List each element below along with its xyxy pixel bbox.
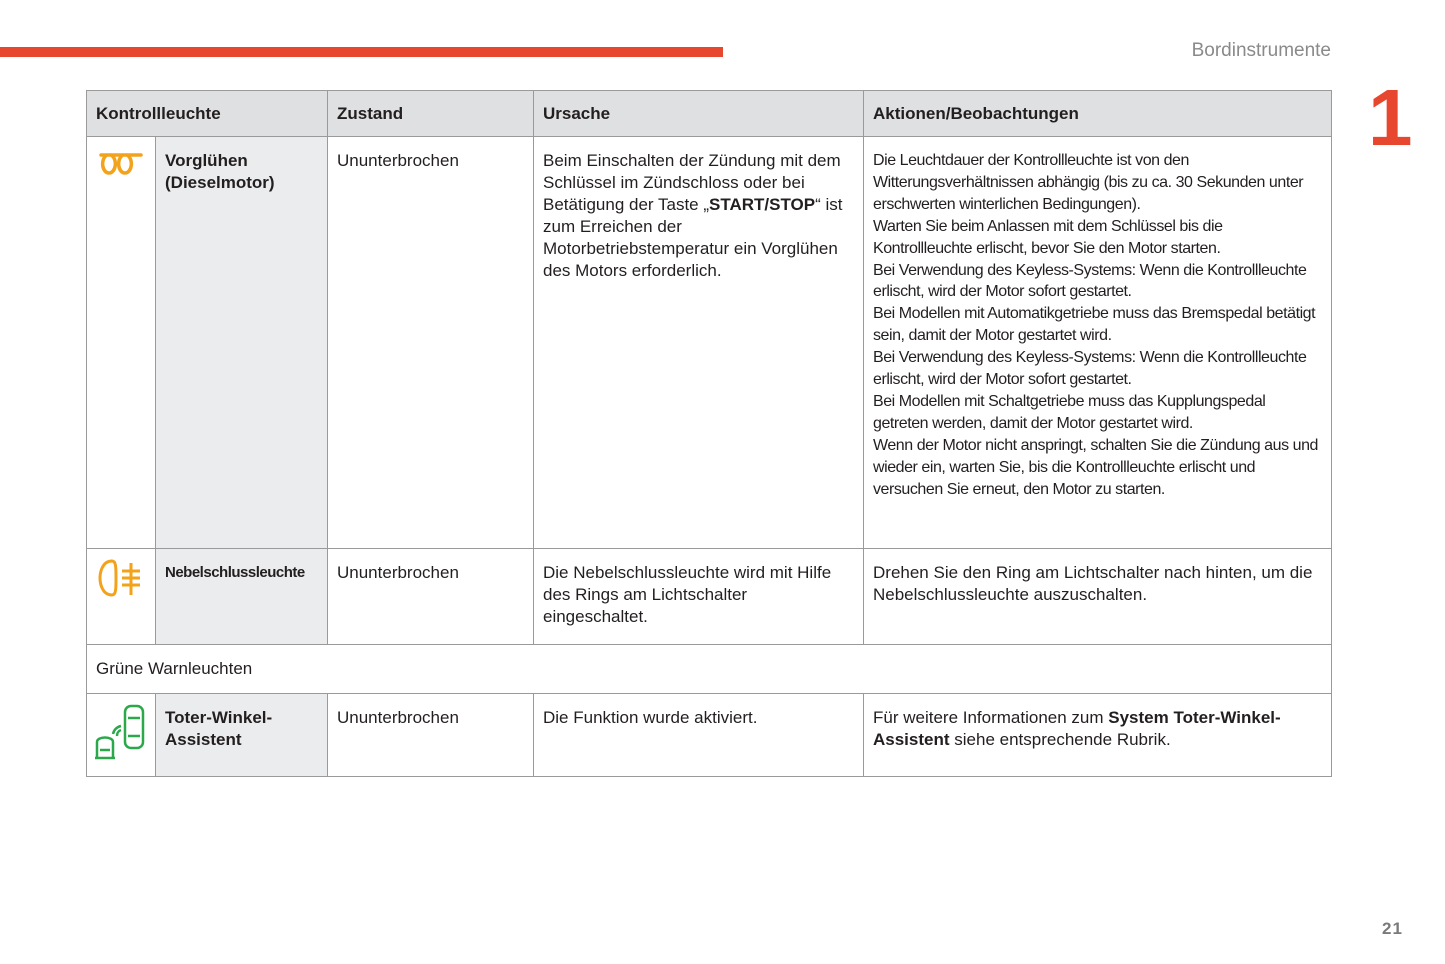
glow-plug-icon xyxy=(99,153,143,175)
action-line: Warten Sie beim Anlassen mit dem Schlüss… xyxy=(873,217,1223,257)
actions: Die Leuchtdauer der Kontrollleuchte ist … xyxy=(863,136,1332,549)
action: Für weitere Informationen zum System Tot… xyxy=(863,693,1332,777)
blind-spot-icon xyxy=(95,704,145,760)
light-name: Toter-Winkel-Assistent xyxy=(155,693,328,777)
cause-text: “ ist zum Erreichen der Motorbetriebstem… xyxy=(543,195,843,280)
action-text: Für weitere Informationen zum xyxy=(873,708,1109,727)
col-header: Aktionen/Beobachtungen xyxy=(863,90,1332,137)
reference-label: System Toter-Winkel-Assistent xyxy=(873,708,1281,749)
icon-cell xyxy=(86,136,156,549)
start-stop-label: START/STOP xyxy=(709,195,816,214)
section-label: Grüne Warnleuchten xyxy=(86,644,1332,694)
light-name: Vorglühen (Dieselmotor) xyxy=(155,136,328,549)
light-name: Nebelschlussleuchte xyxy=(155,548,328,645)
table-row: Toter-Winkel-Assistent Ununterbrochen Di… xyxy=(86,693,1332,777)
col-header: Ursache xyxy=(533,90,864,137)
action-line: Bei Verwendung des Keyless-Systems: Wenn… xyxy=(873,349,1307,389)
state: Ununterbrochen xyxy=(327,548,534,645)
chapter-number: 1 xyxy=(1368,73,1413,162)
icon-cell xyxy=(86,693,156,777)
section-title: Bordinstrumente xyxy=(1191,40,1331,61)
table-row: Vorglühen (Dieselmotor) Ununterbrochen B… xyxy=(86,136,1332,549)
table-row: Nebelschlussleuchte Ununterbrochen Die N… xyxy=(86,548,1332,645)
cause: Die Nebelschlussleuchte wird mit Hilfe d… xyxy=(533,548,864,645)
action: Drehen Sie den Ring am Lichtschalter nac… xyxy=(863,548,1332,645)
rear-fog-light-icon xyxy=(98,559,140,597)
action-line: Bei Modellen mit Schaltgetriebe muss das… xyxy=(873,392,1266,432)
action-line: Bei Modellen mit Automatikgetriebe muss … xyxy=(873,305,1316,345)
action-line: Bei Verwendung des Keyless-Systems: Wenn… xyxy=(873,261,1307,301)
icon-cell xyxy=(86,548,156,645)
action-line: Die Leuchtdauer der Kontrollleuchte ist … xyxy=(873,152,1304,213)
cause: Die Funktion wurde aktiviert. xyxy=(533,693,864,777)
state: Ununterbrochen xyxy=(327,693,534,777)
cause: Beim Einschalten der Zündung mit dem Sch… xyxy=(533,136,864,549)
cause-text: Beim Einschalten der Zündung mit dem Sch… xyxy=(543,151,841,214)
action-line: Wenn der Motor nicht anspringt, schalten… xyxy=(873,436,1318,498)
col-header: Kontrollleuchte xyxy=(86,90,328,137)
table-header: Kontrollleuchte Zustand Ursache Aktionen… xyxy=(86,90,1332,137)
state: Ununterbrochen xyxy=(327,136,534,549)
action-text: siehe entsprechende Rubrik. xyxy=(949,730,1171,749)
page-number: 21 xyxy=(1382,919,1403,938)
col-header: Zustand xyxy=(327,90,534,137)
warning-lights-table: Kontrollleuchte Zustand Ursache Aktionen… xyxy=(86,90,1332,777)
accent-bar xyxy=(0,47,723,57)
section-row: Grüne Warnleuchten xyxy=(86,644,1332,694)
